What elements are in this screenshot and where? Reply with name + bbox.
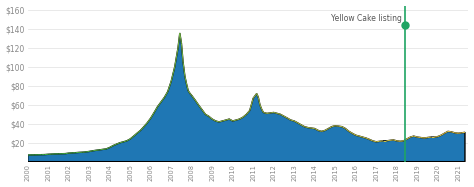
PathPatch shape xyxy=(27,33,465,162)
Text: Yellow Cake listing: Yellow Cake listing xyxy=(331,14,402,23)
